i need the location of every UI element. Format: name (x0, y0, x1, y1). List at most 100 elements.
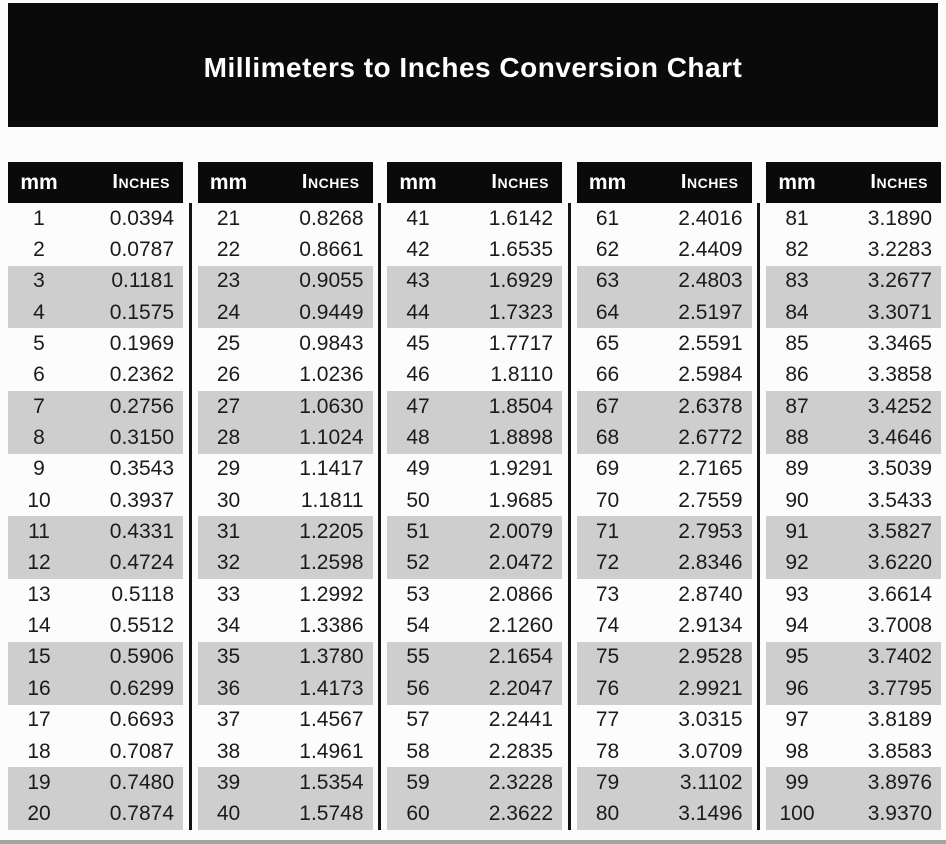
table-row: 70 2.7559 (577, 485, 752, 516)
table-row: 64 2.5197 (576, 297, 752, 329)
inches-header-label: Inches (491, 171, 549, 193)
mm-value: 52 (406, 551, 430, 575)
mm-value: 78 (595, 739, 620, 763)
table-row: 93 3.6614 (766, 579, 941, 610)
table-row: 47 1.8504 (387, 391, 562, 423)
mm-value: 89 (785, 457, 809, 481)
mm-value: 59 (406, 770, 430, 794)
inches-value: 0.6299 (109, 676, 174, 700)
mm-value: 33 (216, 582, 241, 606)
mm-value: 51 (406, 520, 430, 544)
mm-value: 80 (595, 802, 620, 826)
conversion-table-4: mm Inches 61 2.4016 62 2.4409 63 2.4803 64 2.51… (576, 162, 752, 830)
mm-value: 93 (785, 582, 809, 606)
mm-value: 63 (595, 269, 620, 293)
inches-value: 1.6535 (488, 238, 553, 262)
inches-value: 2.5591 (678, 332, 743, 356)
table-row: 13 0.5118 (8, 579, 183, 610)
table-row: 76 2.9921 (576, 673, 752, 705)
table-row: 24 0.9449 (197, 297, 373, 329)
mm-header-label: mm (209, 170, 248, 194)
table-row: 14 0.5512 (8, 610, 183, 641)
mm-value: 16 (27, 676, 51, 700)
inches-value: 0.7087 (109, 739, 174, 763)
table-header: mm Inches (766, 162, 941, 203)
mm-value: 74 (595, 614, 620, 638)
mm-value: 57 (406, 708, 430, 732)
table-divider (567, 203, 571, 830)
table-row: 82 3.2283 (766, 234, 941, 265)
mm-value: 28 (216, 426, 241, 450)
table-row: 66 2.5984 (577, 360, 752, 391)
inches-value: 0.3543 (109, 457, 174, 481)
table-row: 100 3.9370 (766, 798, 941, 830)
inches-value: 3.3465 (867, 332, 932, 356)
inches-value: 1.0236 (299, 363, 364, 387)
table-row: 6 0.2362 (8, 360, 183, 391)
inches-value: 2.3622 (488, 802, 553, 826)
mm-value: 37 (216, 708, 241, 732)
mm-value: 2 (33, 238, 45, 262)
inches-value: 2.5197 (678, 300, 743, 324)
table-row: 36 1.4173 (197, 673, 373, 705)
table-row: 94 3.7008 (766, 610, 941, 641)
inches-value: 0.7874 (109, 802, 174, 826)
table-row: 41 1.6142 (387, 203, 562, 234)
mm-value: 13 (27, 582, 51, 606)
mm-value: 88 (785, 426, 809, 450)
table-row: 53 2.0866 (387, 579, 562, 610)
table-row: 26 1.0236 (198, 360, 373, 391)
conversion-table-1: mm Inches 1 0.0394 2 0.0787 3 0.1181 4 0.1575 5 0… (8, 162, 183, 830)
mm-value: 81 (785, 206, 809, 230)
table-divider (757, 203, 761, 830)
mm-value: 25 (216, 332, 241, 356)
inches-value: 0.1181 (111, 269, 174, 293)
table-row: 51 2.0079 (387, 516, 562, 548)
mm-value: 24 (216, 300, 241, 324)
mm-value: 23 (216, 269, 241, 293)
mm-value: 1 (33, 206, 45, 230)
mm-value: 32 (216, 551, 241, 575)
inches-header-label: Inches (870, 171, 928, 193)
mm-value: 38 (216, 739, 241, 763)
table-row: 90 3.5433 (766, 485, 941, 516)
mm-value: 20 (27, 802, 51, 826)
mm-value: 10 (27, 488, 51, 512)
inches-value: 2.4409 (678, 238, 743, 262)
inches-value: 0.3937 (109, 488, 174, 512)
mm-value: 91 (785, 520, 809, 544)
inches-value: 3.1496 (678, 802, 743, 826)
table-row: 40 1.5748 (197, 798, 373, 830)
table-row: 30 1.1811 (198, 485, 373, 516)
mm-value: 30 (216, 488, 241, 512)
conversion-table-5: mm Inches 81 3.1890 82 3.2283 83 3.2677 84 3.30… (766, 162, 941, 830)
inches-value: 1.3780 (299, 645, 364, 669)
table-row: 31 1.2205 (197, 516, 373, 548)
table-row: 54 2.1260 (387, 610, 562, 641)
table-row: 20 0.7874 (8, 798, 183, 830)
conversion-table-3: mm Inches 41 1.6142 42 1.6535 43 1.6929 44 1.73… (387, 162, 562, 830)
inches-value: 0.5118 (111, 582, 174, 606)
mm-value: 90 (785, 488, 809, 512)
table-body: 41 1.6142 42 1.6535 43 1.6929 44 1.7323 45 1.7717… (387, 203, 562, 830)
table-body: 1 0.0394 2 0.0787 3 0.1181 4 0.1575 5 0.1969 6 0.23… (8, 203, 183, 830)
inches-value: 3.9370 (867, 802, 932, 826)
table-row: 71 2.7953 (576, 516, 752, 548)
inches-value: 2.4016 (678, 206, 743, 230)
table-row: 75 2.9528 (576, 641, 752, 674)
table-row: 33 1.2992 (198, 579, 373, 610)
mm-value: 7 (33, 394, 45, 418)
inches-value: 3.1102 (679, 770, 743, 794)
mm-value: 70 (595, 488, 620, 512)
inches-value: 1.4173 (299, 676, 364, 700)
mm-value: 12 (27, 551, 51, 575)
table-row: 57 2.2441 (387, 705, 562, 736)
inches-value: 3.3071 (867, 300, 932, 324)
bottom-rule (0, 840, 946, 844)
inches-value: 1.4961 (299, 739, 364, 763)
inches-value: 3.4252 (867, 394, 932, 418)
mm-value: 98 (785, 739, 809, 763)
inches-value: 0.1969 (109, 332, 174, 356)
table-row: 39 1.5354 (197, 767, 373, 799)
mm-header-label: mm (588, 170, 627, 194)
